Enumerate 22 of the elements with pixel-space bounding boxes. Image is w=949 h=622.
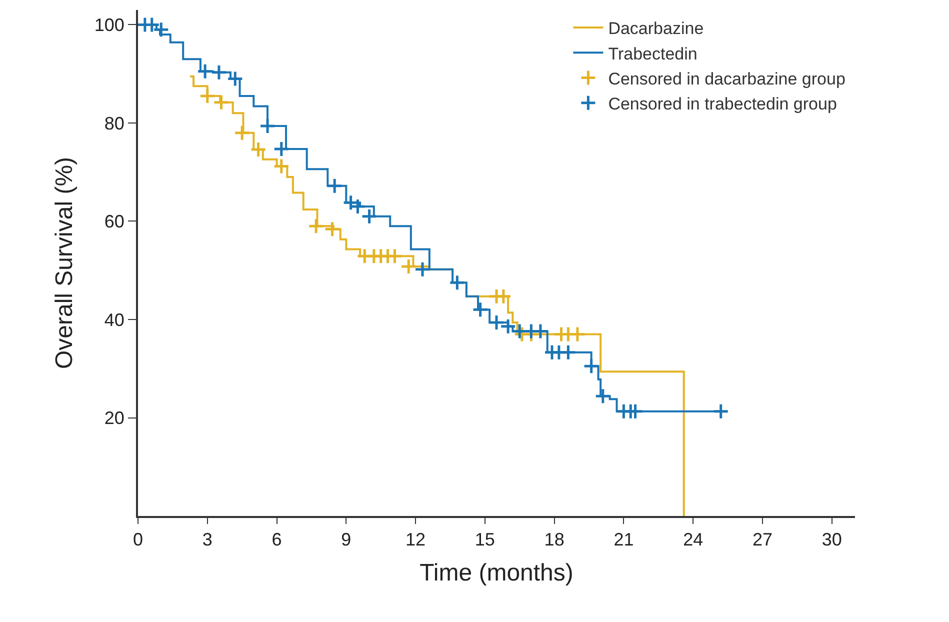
legend-label: Dacarbazine — [608, 19, 704, 38]
legend-label: Trabectedin — [608, 44, 698, 64]
legend-label: Censored in trabectedin group — [608, 94, 837, 114]
x-tick-label: 15 — [474, 530, 495, 550]
y-tick-label: 40 — [104, 310, 124, 330]
x-tick-label: 30 — [822, 530, 842, 550]
x-tick-label: 0 — [132, 530, 144, 550]
y-tick-label: 100 — [94, 15, 124, 36]
x-axis-title: Time (months) — [420, 559, 574, 586]
x-tick-label: 12 — [406, 530, 426, 550]
y-tick-label: 20 — [104, 408, 124, 428]
x-tick-label: 21 — [614, 530, 634, 550]
x-tick-label: 18 — [544, 530, 564, 550]
x-tick-label: 24 — [683, 530, 704, 550]
x-tick-label: 6 — [272, 530, 282, 550]
y-tick-label: 80 — [104, 113, 124, 134]
y-axis-title: Overall Survival (%) — [50, 156, 78, 370]
y-tick-label: 60 — [104, 212, 124, 232]
legend-label: Censored in dacarbazine group — [608, 69, 846, 88]
x-tick-label: 9 — [341, 530, 352, 550]
x-tick-label: 3 — [202, 530, 212, 550]
x-tick-label: 27 — [752, 530, 772, 550]
